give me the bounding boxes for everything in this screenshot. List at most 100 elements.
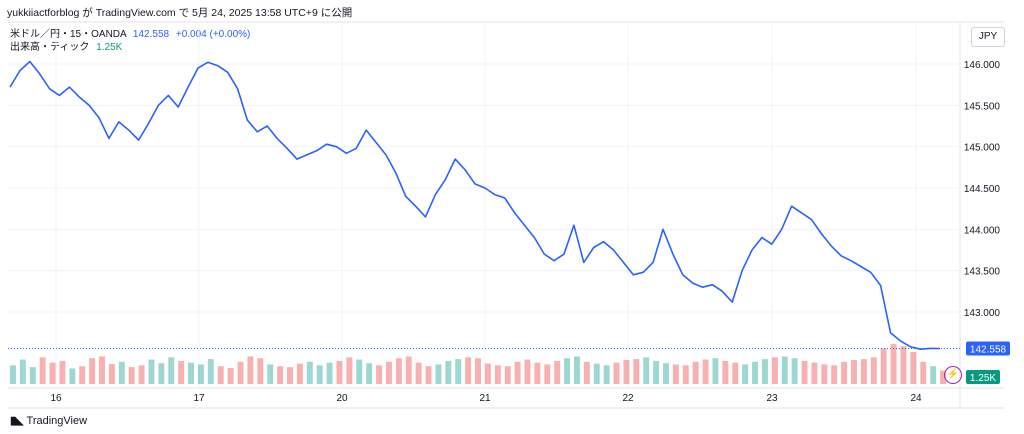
volume-bar [761, 359, 768, 384]
y-tick-label: 145.000 [964, 143, 1001, 154]
volume-bar [831, 365, 838, 384]
volume-bar [663, 363, 669, 384]
volume-bar [267, 364, 274, 384]
tradingview-logo-icon: ▮◣ [10, 415, 23, 427]
volume-bar [227, 368, 234, 384]
volume-bar [732, 362, 739, 384]
currency-button[interactable]: JPY [971, 27, 1005, 47]
volume-bar [781, 356, 788, 384]
volume-bar [118, 361, 125, 384]
volume-bar [752, 361, 759, 384]
price-line[interactable] [9, 60, 941, 350]
volume-bar [296, 363, 303, 384]
volume-bar [306, 361, 313, 384]
volume-bar [395, 358, 402, 384]
volume-bar [247, 356, 254, 384]
volume-bar [504, 366, 511, 384]
x-tick-label: 20 [336, 393, 348, 404]
tradingview-brand[interactable]: ▮◣ TradingView [10, 414, 88, 428]
brand-label: TradingView [26, 414, 88, 427]
last-price-tag [966, 341, 1010, 356]
y-tick-label: 144.500 [964, 184, 1001, 195]
volume-value: 1.25K [96, 42, 123, 53]
volume-bar [682, 365, 689, 384]
x-tick-label: 23 [766, 393, 778, 404]
publish-caption: yukkiiactforblog が TradingView.com で 5月 … [7, 7, 353, 19]
volume-bar [613, 362, 620, 384]
volume-bar [148, 359, 155, 384]
volume-bar [692, 361, 699, 384]
volume-bar [128, 367, 135, 384]
volume-bar [722, 360, 729, 384]
volume-bar [89, 358, 96, 384]
volume-bar [138, 365, 145, 384]
volume-bar [9, 365, 16, 384]
volume-bar [277, 366, 284, 384]
volume-bar [385, 361, 392, 384]
x-tick-label: 22 [622, 393, 634, 404]
volume-bar [69, 368, 76, 384]
volume-bar [316, 365, 323, 384]
x-tick-label: 24 [910, 393, 922, 404]
x-tick-label: 17 [193, 393, 205, 404]
volume-bar [583, 361, 590, 384]
volume-bar [336, 360, 343, 384]
volume-bar [821, 364, 828, 384]
volume-label[interactable]: 出来高・ティック [10, 42, 90, 53]
volume-bar [405, 356, 412, 384]
volume-bar [811, 362, 818, 384]
volume-bar [178, 360, 185, 384]
volume-bar [435, 364, 442, 384]
volume-bar [39, 357, 46, 384]
volume-bar [168, 357, 175, 384]
volume-bar [207, 359, 214, 384]
volume-bar [643, 357, 650, 384]
volume-bar [237, 361, 244, 384]
volume-bar [99, 356, 105, 384]
volume-bar [910, 352, 917, 384]
volume-bar [593, 363, 600, 384]
volume-bar [484, 363, 491, 384]
volume-bar [29, 367, 36, 384]
volume-bar [851, 360, 857, 384]
y-tick-label: 144.000 [964, 225, 1001, 236]
volume-bar [59, 360, 66, 384]
volume-bar [188, 362, 195, 384]
volume-bar [702, 359, 709, 384]
volume-bar [672, 364, 679, 384]
volume-bar [19, 359, 26, 384]
volume-bar [900, 346, 907, 384]
y-tick-label: 146.000 [964, 60, 1001, 71]
volume-bar [603, 365, 610, 384]
volume-bar [326, 362, 333, 384]
volume-bar [415, 362, 422, 384]
volume-bar [346, 357, 353, 384]
volume-bar [712, 358, 719, 384]
last-price-tag-label: 142.558 [970, 345, 1007, 356]
y-tick-label: 145.500 [964, 101, 1001, 112]
volume-bar [524, 359, 531, 384]
volume-bar [554, 360, 561, 384]
volume-bar [890, 344, 897, 384]
volume-bar [356, 359, 363, 384]
last-price-value: 142.558 [132, 29, 170, 40]
volume-bar [49, 362, 56, 384]
volume-bar [870, 357, 877, 384]
volume-bar [287, 367, 293, 384]
volume-bar [534, 362, 541, 384]
volume-bar [623, 360, 630, 384]
volume-bar [425, 366, 432, 384]
last-volume-tag-label: 1.25K [970, 373, 996, 384]
lightning-icon[interactable]: ⚡ [944, 366, 962, 384]
volume-bar [771, 357, 778, 384]
volume-bar [475, 358, 481, 384]
volume-bar [465, 357, 472, 384]
volume-bar [860, 359, 867, 384]
volume-bar [742, 364, 749, 384]
x-tick-label: 16 [50, 393, 62, 404]
volume-bar [197, 364, 204, 384]
volume-bar [158, 363, 165, 384]
symbol-label[interactable]: 米ドル／円・15・OANDA [10, 29, 127, 40]
volume-bar [514, 361, 521, 384]
